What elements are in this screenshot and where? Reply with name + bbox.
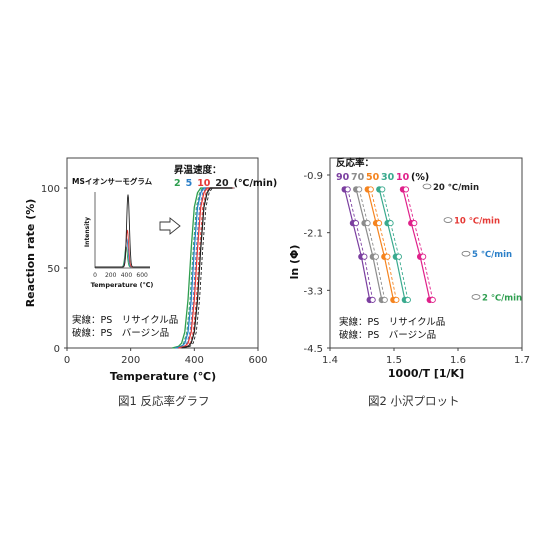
data-point-open-90 (352, 220, 360, 227)
inset-x-tick-label: 400 (121, 272, 133, 279)
inset-x-tick-label: 200 (105, 272, 117, 279)
arrow-icon (159, 217, 181, 235)
inset-series-5 (95, 237, 150, 268)
iso-dashed-70 (358, 189, 386, 300)
note-line-2: 破線：PS バージン品 (339, 329, 436, 341)
legend-entry-70: 70 (351, 172, 365, 183)
plot-frame (66, 157, 259, 349)
rate-label: 10 ℃/min (454, 217, 500, 227)
y-axis-title-2: ln (Φ) (288, 245, 301, 280)
inset-y-title: Intensity (84, 217, 91, 247)
x-tick-label: 0 (64, 355, 70, 366)
legend-entry-10: 10 (197, 178, 211, 189)
data-point-open-70 (372, 253, 379, 260)
inset-series-10 (95, 229, 150, 268)
inset-series-20 (95, 194, 150, 268)
x-tick-label-2: 1.6 (450, 355, 466, 366)
legend-unit: (℃/min) (234, 178, 278, 189)
iso-line-10 (402, 189, 431, 301)
legend-entry-5: 5 (186, 178, 193, 189)
iso-dashed-90 (347, 189, 374, 300)
y-tick-label: 50 (47, 264, 60, 275)
legend-unit-2: (%) (411, 172, 429, 183)
y-tick-label-2: -2.1 (303, 229, 323, 240)
series-line-2 (171, 187, 233, 349)
iso-dashed-10 (405, 189, 434, 300)
data-point-open-50 (367, 186, 374, 193)
y-tick-label: 100 (41, 184, 60, 195)
y-tick-label: 0 (54, 344, 60, 355)
caption-right: 図2 小沢プロット (368, 394, 460, 408)
iso-line-50 (367, 189, 394, 301)
y-tick-label-2: -0.9 (303, 171, 323, 182)
data-point-open-70 (364, 220, 371, 227)
x-axis-title: Temperature (℃) (110, 370, 216, 383)
data-point-open-10 (411, 220, 418, 227)
rate-marker-icon (471, 294, 481, 300)
series-dashed-20 (183, 187, 235, 349)
data-point-open-10 (402, 186, 410, 193)
series-line-10 (178, 187, 233, 349)
legend-entry-50: 50 (366, 172, 380, 183)
inset-x-tick-label: 0 (93, 272, 97, 279)
data-point-open-50 (376, 220, 383, 227)
rate-label: 5 ℃/min (472, 250, 512, 260)
x-tick-label-2: 1.5 (386, 355, 402, 366)
iso-dashed-30 (381, 189, 409, 300)
data-point-open-90 (361, 253, 368, 260)
data-point-open-30 (395, 253, 402, 260)
x-tick-label: 200 (121, 355, 140, 366)
data-point-open-70 (381, 296, 388, 303)
legend-entry-10: 10 (396, 172, 410, 183)
inset-x-tick-label: 600 (136, 272, 148, 279)
x-tick-label-2: 1.7 (514, 355, 530, 366)
data-point-open-50 (393, 296, 400, 303)
data-point-open-70 (356, 186, 363, 193)
legend-entry-90: 90 (336, 172, 350, 183)
x-tick-label-2: 1.4 (322, 355, 338, 366)
legend-title: 昇温速度： (174, 164, 222, 176)
series-dashed-2 (173, 187, 235, 349)
rate-label: 2 ℃/min (482, 293, 522, 303)
data-point-open-90 (344, 186, 351, 193)
rate-marker-icon (461, 250, 471, 257)
data-point-open-30 (387, 220, 394, 227)
data-point-open-50 (384, 253, 391, 260)
data-point-open-30 (404, 296, 411, 303)
iso-line-30 (378, 189, 406, 301)
rate-marker-icon (422, 183, 432, 190)
x-axis-title-2: 1000/T [1/K] (388, 367, 464, 380)
rate-marker-icon (443, 217, 453, 223)
legend-entry-30: 30 (381, 172, 395, 183)
iso-line-70 (355, 189, 383, 301)
note-line: 実線：PS リサイクル品 (72, 314, 178, 326)
data-point-open-30 (379, 186, 386, 193)
legend-entry-20: 20 (215, 178, 229, 189)
caption-left: 図1 反応率グラフ (118, 394, 210, 408)
inset-title: MSイオンサーモグラム (72, 176, 153, 186)
plot-frame-2 (329, 157, 523, 349)
series-dashed-10 (180, 187, 235, 349)
note-line-2: 実線：PS リサイクル品 (339, 316, 445, 328)
x-tick-label: 600 (248, 355, 267, 366)
rate-label: 20 ℃/min (433, 183, 479, 193)
y-tick-label-2: -3.3 (303, 286, 323, 297)
y-axis-title: Reaction rate (%) (24, 199, 37, 308)
data-point-open-10 (420, 253, 427, 260)
data-point-open-10 (429, 296, 436, 303)
legend-title-2: 反応率： (336, 157, 374, 169)
data-point-open-90 (369, 296, 376, 303)
iso-line-90 (344, 189, 371, 301)
iso-dashed-50 (370, 189, 397, 300)
note-line: 破線：PS バージン品 (72, 327, 169, 339)
inset-x-title: Temperature (℃) (91, 281, 154, 289)
x-tick-label: 400 (185, 355, 204, 366)
inset-series-2 (95, 245, 150, 268)
legend-entry-2: 2 (174, 178, 181, 189)
y-tick-label-2: -4.5 (303, 344, 323, 355)
